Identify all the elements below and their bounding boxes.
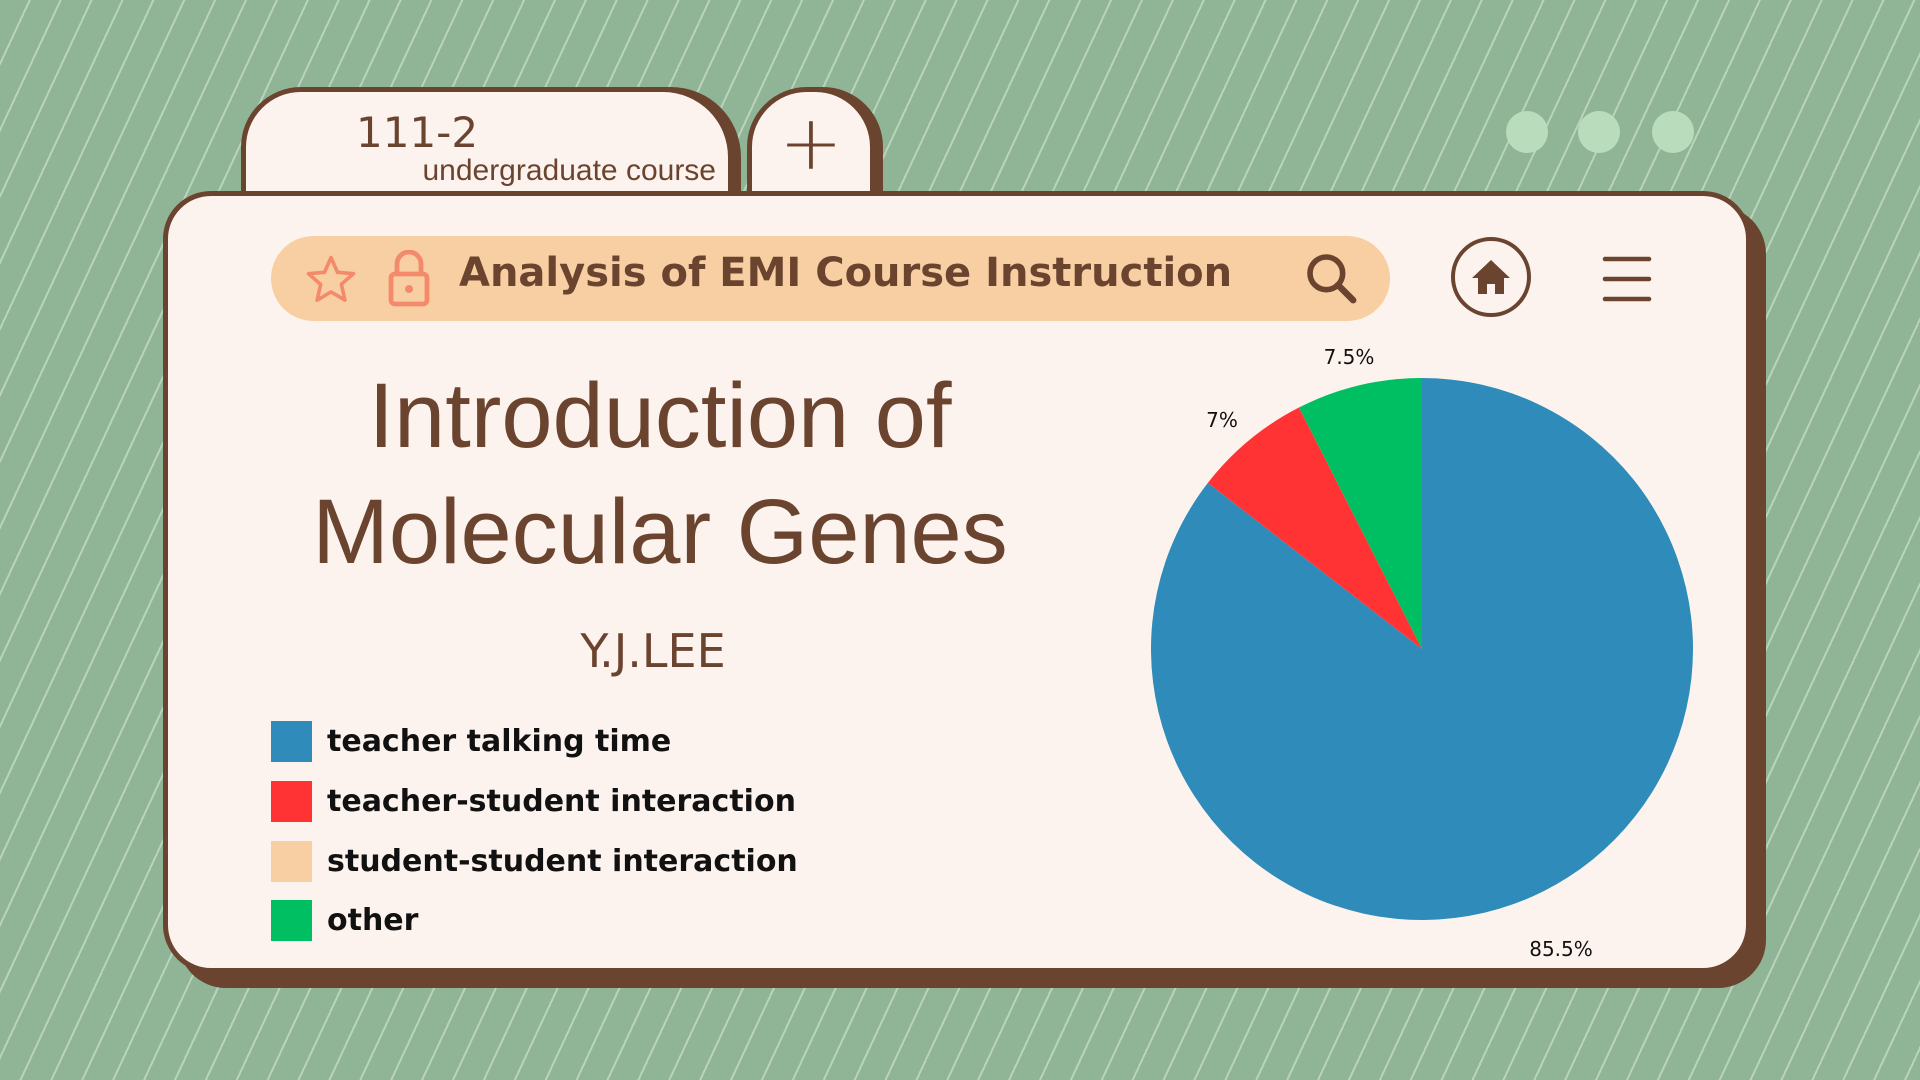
legend-swatch xyxy=(271,781,312,822)
pie-data-label: 85.5% xyxy=(1529,937,1593,961)
search-bar[interactable]: Analysis of EMI Course Instruction xyxy=(271,236,1390,321)
tab-label: 111-2 xyxy=(356,108,479,157)
pie-data-label: 7% xyxy=(1206,408,1238,432)
window-dot[interactable] xyxy=(1506,111,1548,153)
star-icon[interactable] xyxy=(303,253,359,307)
legend-swatch xyxy=(271,900,312,941)
legend-item: teacher talking time xyxy=(271,721,671,762)
heading-line: Introduction of xyxy=(368,365,952,467)
legend-item: teacher-student interaction xyxy=(271,781,796,822)
pie-slice xyxy=(1207,407,1422,649)
tab-sublabel: undergraduate course xyxy=(422,154,716,187)
page-heading: Introduction of Molecular Genes xyxy=(250,358,1070,590)
lock-icon[interactable] xyxy=(387,250,431,308)
legend-swatch xyxy=(271,721,312,762)
window-dot[interactable] xyxy=(1578,111,1620,153)
window-dot[interactable] xyxy=(1652,111,1694,153)
pie-slice xyxy=(1298,378,1422,649)
heading-line: Molecular Genes xyxy=(312,481,1008,583)
legend-item: student-student interaction xyxy=(271,841,798,882)
legend-label: teacher talking time xyxy=(327,724,672,759)
plus-icon: + xyxy=(779,98,843,187)
legend-label: teacher-student interaction xyxy=(327,784,796,819)
legend-label: other xyxy=(327,903,419,938)
search-title: Analysis of EMI Course Instruction xyxy=(459,250,1233,296)
legend-label: student-student interaction xyxy=(327,844,798,879)
search-icon[interactable] xyxy=(1303,250,1359,306)
legend-item: other xyxy=(271,900,418,941)
author: Y.J.LEE xyxy=(580,624,726,678)
pie-data-label: 7.5% xyxy=(1323,345,1375,369)
legend-swatch xyxy=(271,841,312,882)
home-icon[interactable] xyxy=(1450,236,1532,318)
menu-icon[interactable] xyxy=(1602,254,1652,304)
